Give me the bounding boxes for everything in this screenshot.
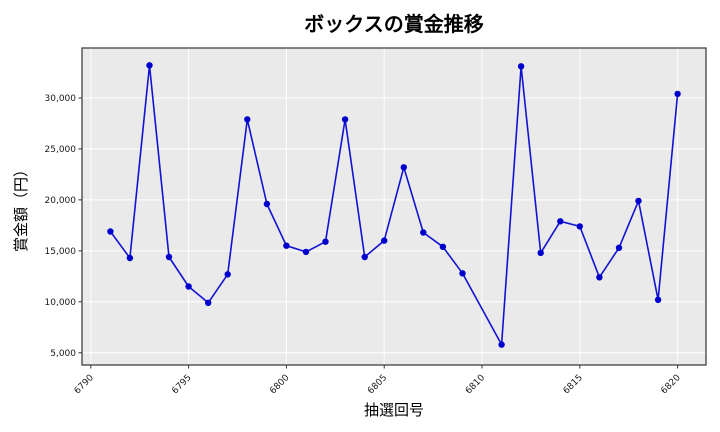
data-point-6796 [205,299,212,306]
y-tick-label: 15,000 [45,247,77,257]
chart-title: ボックスの賞金推移 [304,12,483,36]
data-point-6820 [674,90,681,98]
data-point-6814 [557,218,564,225]
data-point-6801 [302,248,310,256]
data-point-6802 [322,238,329,245]
y-tick-label: 20,000 [45,196,77,206]
data-point-6797 [224,271,231,278]
data-point-6792 [126,254,134,262]
data-point-6811 [498,341,505,348]
data-point-6804 [361,253,368,261]
data-point-6793 [146,62,153,69]
data-point-6791 [107,228,114,235]
data-point-6813 [537,249,544,257]
data-point-6798 [244,116,251,123]
y-axis-title: 賞金額（円） [12,162,30,252]
data-point-6803 [341,116,349,123]
y-tick-label: 30,000 [45,94,77,104]
x-axis-title: 抽選回号 [364,401,424,419]
data-point-6818 [635,197,642,205]
x-tick-label: 6800 [268,373,291,396]
data-point-6795 [185,283,192,290]
y-tick-label: 10,000 [45,298,77,308]
data-point-6800 [283,242,290,249]
data-point-6817 [615,244,623,251]
x-tick-label: 6810 [464,373,487,396]
x-tick-label: 6815 [562,373,585,396]
grid-layer [82,48,706,365]
data-point-6808 [439,243,447,250]
x-tick-label: 6820 [659,373,682,396]
data-point-6807 [420,229,427,236]
x-tick-label: 6805 [366,373,389,396]
plot-border [81,47,707,366]
data-point-6812 [517,63,525,70]
data-point-6794 [165,253,173,261]
y-tick-label: 25,000 [45,145,77,155]
data-point-6805 [381,237,388,244]
data-point-6815 [576,223,583,230]
x-tick-label: 6790 [73,373,96,396]
data-point-6816 [596,274,603,281]
data-point-6806 [400,164,407,171]
data-point-6809 [459,270,466,277]
data-point-6799 [263,200,271,208]
data-layer [107,62,681,348]
y-tick-label: 5,000 [50,349,76,359]
x-tick-label: 6795 [170,373,193,396]
data-point-6819 [654,296,662,303]
